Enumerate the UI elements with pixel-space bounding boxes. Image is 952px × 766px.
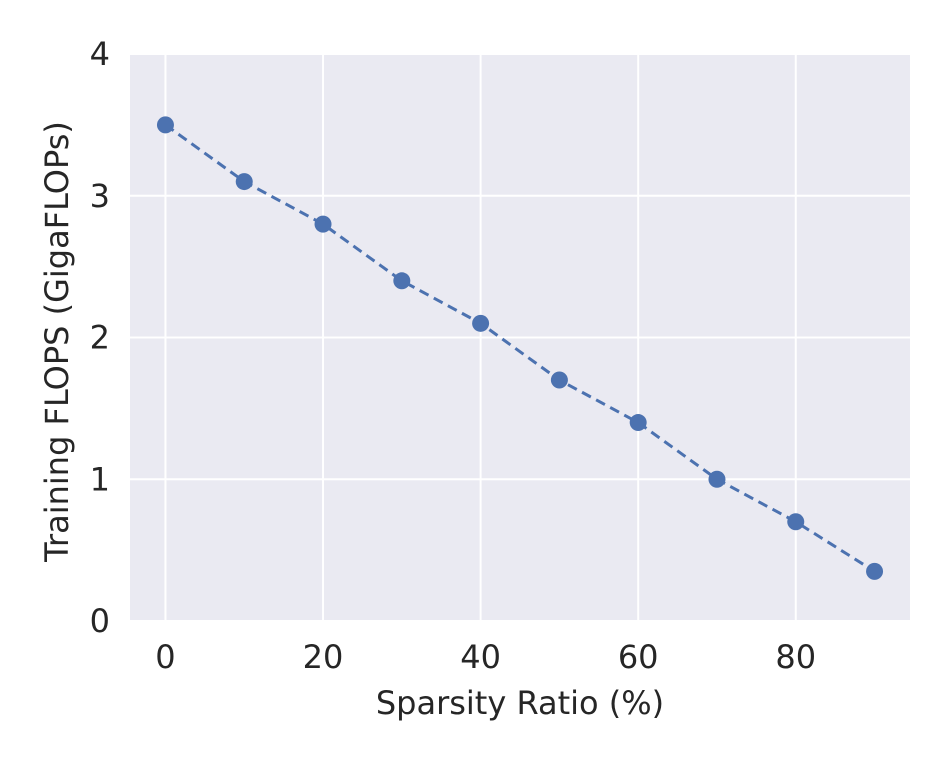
data-point — [629, 414, 647, 432]
data-point — [708, 470, 726, 488]
tick-labels: 0 20 40 60 80 0 1 2 3 4 — [90, 35, 816, 676]
x-tick-label: 0 — [155, 638, 175, 676]
data-point — [393, 272, 411, 290]
data-point — [314, 215, 332, 233]
grid — [130, 53, 910, 622]
x-tick-label: 80 — [775, 638, 816, 676]
data-point — [235, 173, 253, 191]
y-tick-label: 3 — [90, 177, 110, 215]
y-tick-label: 0 — [90, 602, 110, 640]
y-tick-label: 4 — [90, 35, 110, 73]
x-tick-label: 40 — [460, 638, 501, 676]
data-point — [787, 513, 805, 531]
x-axis-label: Sparsity Ratio (%) — [376, 684, 664, 722]
y-tick-label: 2 — [90, 319, 110, 357]
data-point — [156, 116, 174, 134]
data-point — [550, 371, 568, 389]
y-axis-label: Training FLOPS (GigaFLOPs) — [38, 121, 76, 563]
series-layer — [156, 116, 884, 580]
series-line — [164, 123, 876, 573]
data-point — [472, 314, 490, 332]
x-tick-label: 20 — [303, 638, 344, 676]
y-tick-label: 1 — [90, 460, 110, 498]
data-point — [866, 562, 884, 580]
x-tick-label: 60 — [618, 638, 659, 676]
